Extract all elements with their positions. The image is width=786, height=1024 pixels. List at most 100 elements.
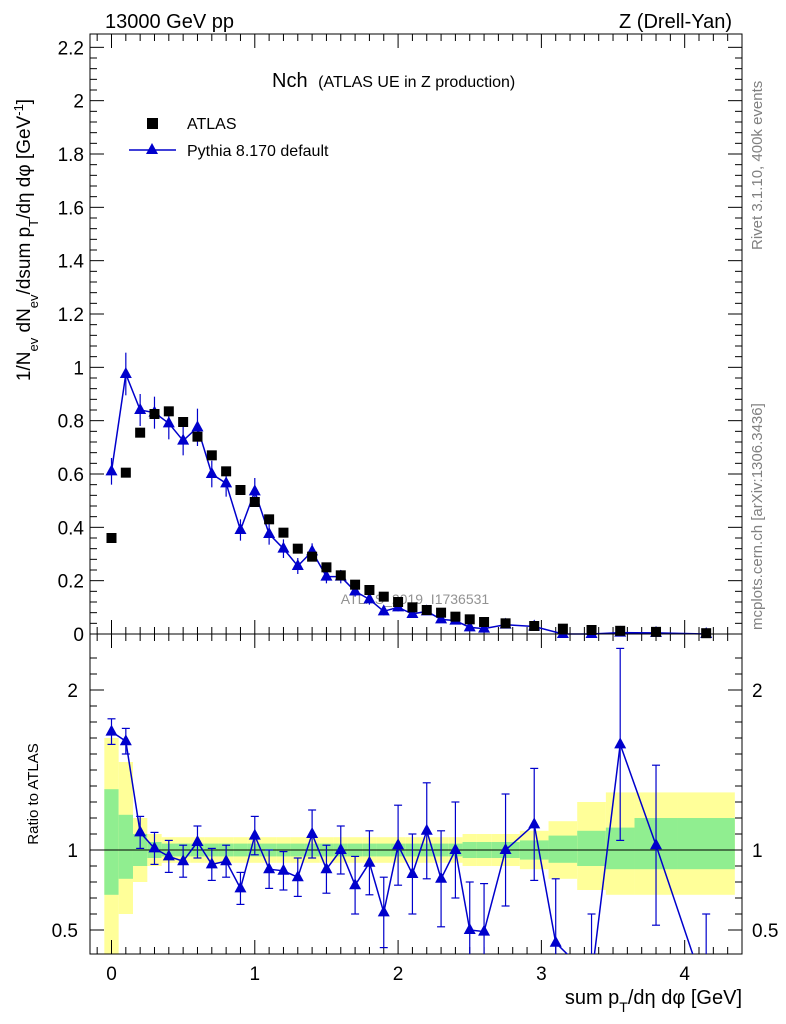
atlas-point	[479, 617, 490, 627]
mcplots-label: mcplots.cern.ch [arXiv:1306.3436]	[749, 403, 766, 630]
mc-point	[248, 484, 261, 496]
atlas-point	[235, 485, 246, 495]
ratio-point	[162, 849, 175, 861]
ratio-point	[306, 827, 319, 838]
main-ytick-label: 0.2	[58, 572, 84, 593]
main-data	[105, 352, 713, 639]
main-ytick-label: 1.2	[58, 305, 84, 326]
ratio-point	[134, 825, 147, 837]
ratio-point	[119, 734, 132, 746]
legend: ATLAS Pythia 8.170 default	[129, 116, 329, 160]
rivet-label: Rivet 3.1.10, 400k events	[749, 81, 766, 250]
mc-point	[363, 592, 376, 604]
mc-point	[263, 527, 276, 538]
atlas-point	[464, 614, 475, 625]
ratio-point	[349, 878, 362, 890]
atlas-point	[335, 570, 346, 581]
ratio-point	[191, 835, 204, 846]
ratio-axes: 0.5 0.5 1 1 2 2 0 1 2 3 4	[52, 634, 778, 985]
main-ytick-label: 0.8	[58, 412, 84, 433]
main-ytick-label: 1	[73, 358, 84, 379]
atlas-point	[364, 585, 375, 595]
ratio-point	[248, 828, 261, 840]
legend-marker-mc	[146, 143, 158, 154]
ratio-line	[111, 730, 694, 954]
atlas-point	[450, 611, 461, 622]
ratio-point	[650, 838, 663, 850]
band-inner-bin	[677, 818, 735, 870]
watermark: ATLAS_2019_I1736531	[341, 591, 490, 607]
main-ytick-label: 0.4	[58, 518, 85, 539]
atlas-point	[407, 602, 418, 613]
header-right: Z (Drell-Yan)	[619, 11, 732, 33]
atlas-point	[586, 625, 597, 635]
mc-point	[191, 420, 204, 432]
ratio-point	[549, 935, 562, 947]
mc-line	[110, 371, 707, 635]
ratio-point	[334, 843, 347, 854]
ratio-ytick-label-right: 2	[752, 681, 763, 702]
ratio-point	[420, 823, 433, 835]
atlas-point	[149, 409, 160, 419]
mc-point	[277, 541, 290, 553]
ratio-point	[392, 838, 405, 850]
main-ytick-label: 2.2	[58, 38, 84, 59]
atlas-point	[421, 605, 432, 615]
ratio-point	[435, 871, 448, 883]
band-inner-bin	[118, 814, 133, 879]
main-ytick-label: 1.8	[58, 145, 84, 166]
mc-point	[234, 523, 247, 534]
ratio-point	[277, 863, 290, 875]
mc-point	[134, 403, 147, 414]
chart-title-main: Nch	[272, 70, 308, 92]
mc-point	[291, 559, 304, 570]
atlas-point	[393, 597, 404, 607]
atlas-point	[221, 466, 232, 477]
ratio-frame	[89, 633, 743, 955]
atlas-point	[436, 607, 447, 618]
band-inner-bin	[577, 830, 606, 866]
atlas-point	[249, 497, 260, 507]
band-inner-bin	[104, 789, 119, 895]
ratio-point	[499, 843, 512, 854]
band-inner-bin	[548, 835, 578, 863]
main-ytick-label: 1.4	[58, 252, 85, 273]
atlas-point	[206, 450, 217, 461]
ratio-xtick-label: 3	[536, 964, 547, 985]
atlas-point	[529, 621, 540, 631]
ratio-point	[478, 924, 491, 936]
atlas-point	[135, 427, 146, 438]
mc-point	[320, 569, 333, 581]
mc-point	[478, 621, 491, 633]
legend-label-atlas: ATLAS	[187, 116, 237, 133]
ratio-point	[177, 854, 190, 866]
main-panel: 0 0.2 0.4 0.6 0.8 1 1.2 1.4 1.6 1.8 2 2.2 ATLAS_201…	[11, 33, 743, 646]
atlas-point	[264, 514, 275, 525]
atlas-point	[163, 406, 174, 417]
atlas-point	[350, 579, 361, 590]
atlas-point	[120, 467, 131, 478]
ratio-point	[528, 817, 541, 829]
mc-point	[177, 433, 190, 445]
mc-point	[119, 367, 132, 378]
main-ytick-label: 0.6	[58, 465, 84, 486]
atlas-point	[292, 543, 303, 554]
atlas-point	[500, 618, 511, 629]
legend-marker-atlas	[147, 118, 158, 129]
mc-point	[205, 467, 218, 478]
ratio-point	[463, 923, 476, 934]
mc-point	[435, 612, 448, 624]
ratio-ylabel: Ratio to ATLAS	[25, 743, 42, 844]
atlas-point	[321, 562, 332, 573]
mc-point	[162, 416, 175, 428]
mc-point	[220, 476, 233, 488]
mc-point	[377, 604, 390, 616]
ratio-xtick-label: 1	[250, 964, 261, 985]
ratio-point	[586, 971, 598, 982]
atlas-point	[615, 625, 626, 636]
ratio-panel: 0.5 0.5 1 1 2 2 0 1 2 3 4 Ratio to ATLAS sum pT/dη…	[25, 633, 778, 1015]
atlas-point	[701, 628, 712, 639]
ratio-ytick-label-right: 0.5	[752, 921, 778, 942]
atlas-point	[651, 626, 662, 637]
